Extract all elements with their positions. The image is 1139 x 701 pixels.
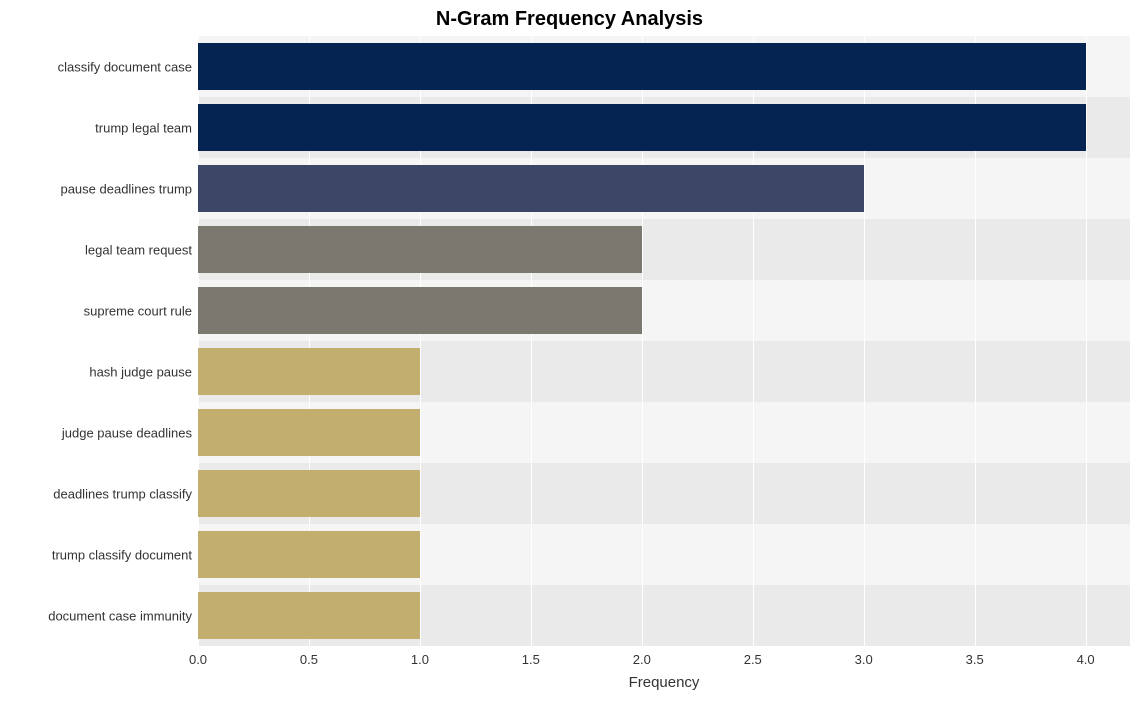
bar	[198, 470, 420, 518]
x-tick-label: 0.0	[189, 646, 207, 667]
x-tick-label: 2.0	[633, 646, 651, 667]
chart-container: N-Gram Frequency Analysis 0.00.51.01.52.…	[0, 0, 1139, 701]
x-axis-title: Frequency	[198, 674, 1130, 691]
bar	[198, 409, 420, 457]
chart-title: N-Gram Frequency Analysis	[0, 8, 1139, 31]
bar	[198, 43, 1086, 91]
bar-row	[198, 226, 1130, 274]
bar-row	[198, 104, 1130, 152]
y-tick-label: hash judge pause	[89, 364, 198, 379]
bar-row	[198, 592, 1130, 640]
bar-row	[198, 43, 1130, 91]
bar	[198, 348, 420, 396]
y-tick-label: classify document case	[58, 59, 198, 74]
x-tick-label: 2.5	[744, 646, 762, 667]
bar	[198, 104, 1086, 152]
bar-row	[198, 165, 1130, 213]
x-tick-label: 1.5	[522, 646, 540, 667]
plot-area: 0.00.51.01.52.02.53.03.54.0classify docu…	[198, 36, 1130, 646]
bar	[198, 287, 642, 335]
bar-row	[198, 409, 1130, 457]
y-tick-label: pause deadlines trump	[60, 181, 198, 196]
x-tick-label: 1.0	[411, 646, 429, 667]
x-tick-label: 3.0	[855, 646, 873, 667]
y-tick-label: trump legal team	[95, 120, 198, 135]
y-tick-label: deadlines trump classify	[53, 486, 198, 501]
bar-row	[198, 531, 1130, 579]
bar-row	[198, 470, 1130, 518]
bar-row	[198, 348, 1130, 396]
y-tick-label: legal team request	[85, 242, 198, 257]
y-tick-label: trump classify document	[52, 547, 198, 562]
x-tick-label: 0.5	[300, 646, 318, 667]
y-tick-label: supreme court rule	[84, 303, 198, 318]
bar	[198, 531, 420, 579]
bar	[198, 165, 864, 213]
bar	[198, 592, 420, 640]
y-tick-label: judge pause deadlines	[62, 425, 198, 440]
bar-row	[198, 287, 1130, 335]
bar	[198, 226, 642, 274]
x-tick-label: 3.5	[966, 646, 984, 667]
x-tick-label: 4.0	[1077, 646, 1095, 667]
y-tick-label: document case immunity	[48, 608, 198, 623]
